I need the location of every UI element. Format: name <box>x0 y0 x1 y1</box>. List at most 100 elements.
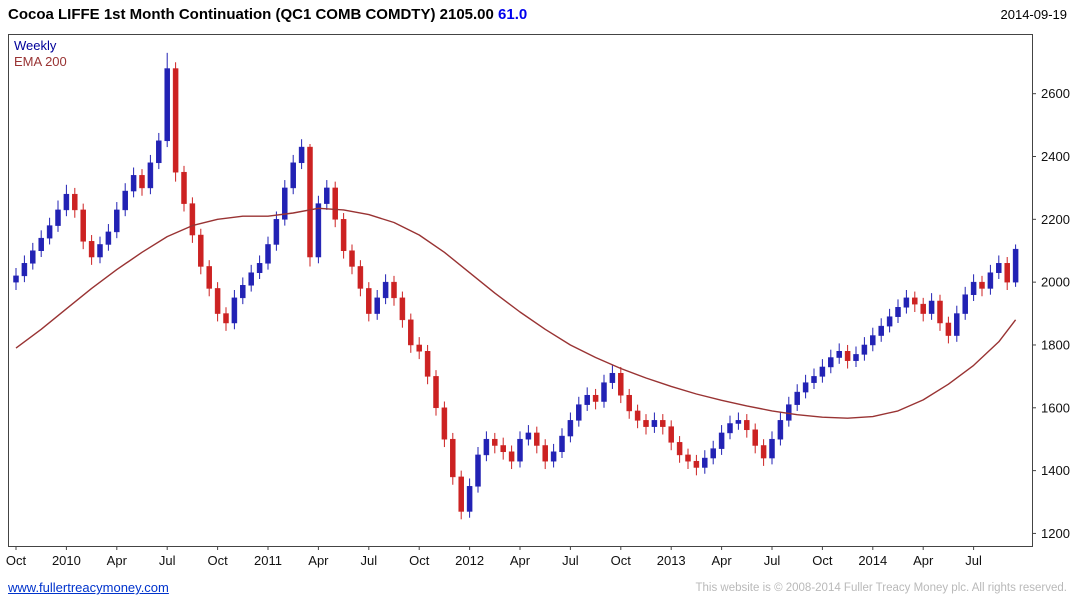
candle-body <box>794 391 800 405</box>
candle-body <box>592 394 599 402</box>
candle-body <box>265 244 271 264</box>
x-tick-label: Jul <box>562 553 579 568</box>
candle-body <box>450 438 456 478</box>
page-title: Cocoa LIFFE 1st Month Continuation (QC1 … <box>8 6 527 23</box>
candle-body <box>702 457 708 468</box>
candle-body <box>214 288 221 314</box>
candle-body <box>298 146 305 164</box>
candle-body <box>878 325 884 336</box>
candle-body <box>97 244 103 258</box>
candle-body <box>987 272 994 289</box>
x-tick-label: Jul <box>764 553 781 568</box>
candle-body <box>651 420 658 427</box>
candle-body <box>147 162 154 189</box>
candle-body <box>802 382 809 393</box>
chart-legend: Weekly EMA 200 <box>14 38 67 70</box>
candle-body <box>634 410 641 421</box>
candle-body <box>567 420 574 437</box>
candle-body <box>996 263 1002 273</box>
candle-body <box>676 442 683 456</box>
candle-body <box>349 250 355 267</box>
candle-body <box>357 266 364 289</box>
candle-body <box>63 193 70 211</box>
candle-body <box>962 294 968 314</box>
candle-body <box>21 263 28 277</box>
x-tick-label: 2012 <box>455 553 484 568</box>
candle-body <box>282 187 288 220</box>
candle-body <box>30 250 36 264</box>
candle-body <box>324 187 330 204</box>
candle-body <box>307 146 313 258</box>
candle-body <box>399 297 406 321</box>
candle-body <box>122 190 128 211</box>
x-tick-label: Jul <box>159 553 176 568</box>
candle-body <box>735 420 742 424</box>
candle-body <box>240 285 246 299</box>
candle-body <box>828 357 834 368</box>
candle-body <box>508 451 515 462</box>
candle-body <box>466 486 473 512</box>
candle-body <box>970 281 977 295</box>
candle-body <box>550 451 557 462</box>
candle-body <box>718 432 725 449</box>
candle-body <box>433 376 439 409</box>
price-change: 61.0 <box>498 6 528 23</box>
candle-body <box>164 68 170 142</box>
candle-body <box>492 438 498 446</box>
y-tick-label: 2000 <box>1041 275 1070 290</box>
x-tick-label: Oct <box>409 553 430 568</box>
x-tick-label: Oct <box>812 553 833 568</box>
x-tick-label: 2014 <box>858 553 887 568</box>
candle-body <box>844 351 851 361</box>
ema-line <box>15 207 1017 419</box>
candle-body <box>181 171 187 204</box>
candle-body <box>332 187 338 220</box>
candle-body <box>660 420 666 427</box>
candle-body <box>391 281 397 299</box>
candle-body <box>685 454 691 462</box>
x-tick-label: Jul <box>360 553 377 568</box>
website-link[interactable]: www.fullertreacymoney.com <box>8 580 169 595</box>
y-tick-label: 1600 <box>1041 400 1070 415</box>
candle-body <box>206 266 212 289</box>
x-tick-label: Apr <box>308 553 329 568</box>
candle-body <box>198 234 204 267</box>
x-tick-label: Apr <box>510 553 531 568</box>
copyright-text: This website is © 2008-2014 Fuller Treac… <box>695 582 1067 594</box>
candle-body <box>424 351 431 377</box>
x-tick-label: Jul <box>965 553 982 568</box>
x-tick-label: 2013 <box>657 553 686 568</box>
candle-body <box>189 203 196 236</box>
candle-body <box>945 322 952 336</box>
candle-body <box>626 394 632 412</box>
price-chart: 2600 2400 2200 2000 1800 1600 1400 1200 Oct 2010 A… <box>6 34 1070 568</box>
chart-area: 2600 2400 2200 2000 1800 1600 1400 1200 Oct 2010 A… <box>0 28 1075 573</box>
candle-body <box>72 193 78 211</box>
candle-body <box>693 460 700 468</box>
legend-ema: EMA 200 <box>14 54 67 69</box>
candle-body <box>483 438 490 456</box>
candle-body <box>55 209 61 226</box>
x-tick-label: Oct <box>611 553 632 568</box>
candle-body <box>954 313 960 336</box>
chart-header: Cocoa LIFFE 1st Month Continuation (QC1 … <box>0 0 1075 28</box>
instrument-title: Cocoa LIFFE 1st Month Continuation (QC1 … <box>8 6 436 23</box>
candle-body <box>584 394 590 405</box>
last-price: 2105.00 <box>439 6 494 23</box>
candle-body <box>130 175 137 192</box>
candle-body <box>374 297 380 314</box>
x-tick-label: Oct <box>6 553 27 568</box>
y-tick-label: 1400 <box>1041 463 1070 478</box>
candle-body <box>769 438 775 459</box>
candle-body <box>441 407 448 440</box>
candle-body <box>668 426 674 443</box>
candle-body <box>340 219 347 251</box>
candle-body <box>382 281 389 299</box>
candle-body <box>223 313 229 324</box>
candle-body <box>542 445 548 462</box>
x-tick-label: Apr <box>913 553 934 568</box>
candle-body <box>886 316 893 327</box>
y-tick-label: 1200 <box>1041 526 1070 541</box>
candle-body <box>38 237 44 251</box>
